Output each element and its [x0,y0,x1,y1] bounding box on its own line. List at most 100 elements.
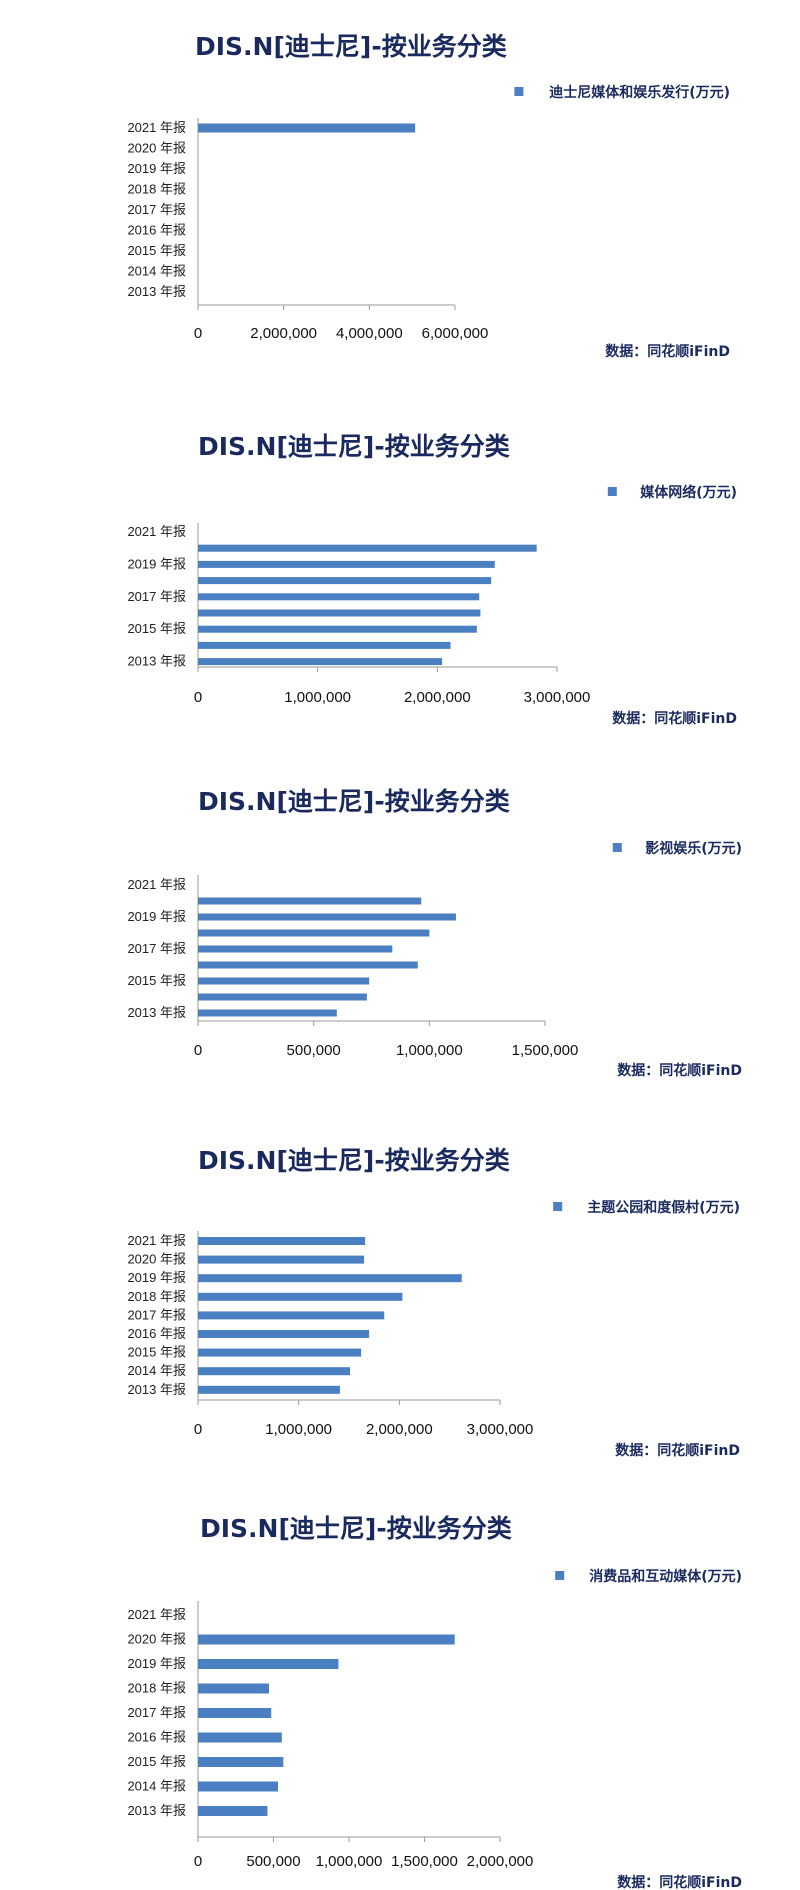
bar [198,1732,282,1743]
bar [198,1634,455,1645]
bar [198,1806,268,1816]
category-label: 2013 年报 [127,1005,186,1020]
bar [198,560,495,568]
category-label: 2016 年报 [127,1730,186,1745]
chart-panel: DIS.N[迪士尼]-按业务分类 消费品和互动媒体(万元) 0 500,000 1,00… [0,1475,800,1890]
x-tick-label: 3,000,000 [467,1421,534,1438]
bar [198,609,481,617]
chart-panel: DIS.N[迪士尼]-按业务分类主题公园和度假村(万元) 0 1,000,000 2,… [0,1115,800,1475]
chart-title: DIS.N[迪士尼]-按业务分类 [198,1146,511,1175]
x-tick-label: 1,000,000 [265,1421,332,1438]
legend-swatch [612,843,622,852]
category-label: 2017 年报 [127,1705,186,1720]
bar [198,1009,337,1017]
chart-panel: DIS.N[迪士尼]-按业务分类 影视娱乐(万元) 0 500,000 1,000,00… [0,755,800,1115]
bar [198,913,456,921]
category-label: 2015 年报 [127,621,186,636]
x-tick-label: 0 [194,689,202,706]
data-source-label: 数据：同花顺iFinD [615,1442,740,1459]
chart-title: DIS.N[迪士尼]-按业务分类 [198,432,511,461]
bar [198,1330,370,1338]
bar [198,1237,366,1245]
chart-title: DIS.N[迪士尼]-按业务分类 [198,787,511,816]
bar [198,1385,340,1394]
category-label: 2020 年报 [127,1252,186,1267]
x-tick-label: 0 [194,325,202,342]
category-label: 2014 年报 [127,1363,186,1378]
chart-title: DIS.N[迪士尼]-按业务分类 [200,1514,513,1543]
bar [198,1708,272,1718]
bar [198,658,443,666]
x-tick-label: 500,000 [246,1853,300,1870]
legend-label: 主题公园和度假村(万元) [587,1199,740,1216]
bar [198,1255,365,1264]
legend-label: 迪士尼媒体和娱乐发行(万元) [549,84,730,101]
data-source-label: 数据：同花顺iFinD [617,1062,742,1079]
x-tick-label: 3,000,000 [524,689,591,706]
category-label: 2021 年报 [127,877,186,892]
x-tick-label: 0 [194,1421,202,1438]
bar [198,641,451,649]
category-label: 2021 年报 [127,1607,186,1622]
category-label: 2015 年报 [127,243,186,258]
data-source-label: 数据：同花顺iFinD [617,1874,742,1890]
category-label: 2017 年报 [127,202,186,217]
x-tick-label: 2,000,000 [366,1421,433,1438]
legend-swatch [607,487,617,496]
category-label: 2015 年报 [127,1345,186,1360]
category-label: 2019 年报 [127,556,186,571]
bar [198,929,430,937]
chart-panel: DIS.N[迪士尼]-按业务分类迪士尼媒体和娱乐发行(万元) 0 2,000,000… [0,0,800,370]
x-tick-label: 0 [194,1853,202,1870]
category-label: 2016 年报 [127,1326,186,1341]
category-label: 2013 年报 [127,1803,186,1818]
category-label: 2015 年报 [127,973,186,988]
data-source-label: 数据：同花顺iFinD [605,343,730,360]
category-label: 2021 年报 [127,1233,186,1248]
bar [198,1781,279,1792]
legend-label: 媒体网络(万元) [639,484,737,501]
bar [198,1683,269,1694]
category-label: 2013 年报 [127,654,186,669]
legend-swatch [514,87,524,96]
category-label: 2018 年报 [127,182,186,197]
bar [198,1311,385,1320]
bar [198,544,537,552]
category-label: 2020 年报 [127,1632,186,1647]
x-tick-label: 2,000,000 [250,325,317,342]
x-tick-label: 1,000,000 [316,1853,383,1870]
bar [198,1367,351,1376]
bar [198,625,477,633]
legend-label: 影视娱乐(万元) [645,840,742,857]
category-label: 2021 年报 [127,524,186,539]
legend-swatch [553,1202,563,1211]
category-label: 2019 年报 [127,909,186,924]
x-tick-label: 1,000,000 [284,689,351,706]
chart-panel: DIS.N[迪士尼]-按业务分类媒体网络(万元) 0 1,000,000 2,000,… [0,395,800,755]
category-label: 2019 年报 [127,1656,186,1671]
x-tick-label: 1,000,000 [396,1042,463,1059]
x-tick-label: 1,500,000 [391,1853,458,1870]
bar [198,1292,403,1301]
bar [198,945,393,953]
category-label: 2016 年报 [127,223,186,238]
category-label: 2019 年报 [127,161,186,176]
category-label: 2018 年报 [127,1289,186,1304]
bar [198,1659,339,1669]
category-label: 2013 年报 [127,284,186,299]
chart-title: DIS.N[迪士尼]-按业务分类 [195,32,508,61]
x-tick-label: 4,000,000 [336,325,403,342]
bar [198,577,492,585]
x-tick-label: 6,000,000 [422,325,489,342]
bar [198,961,418,969]
x-tick-label: 2,000,000 [404,689,471,706]
category-label: 2021 年报 [127,120,186,135]
bar [198,123,416,133]
category-label: 2017 年报 [127,941,186,956]
x-tick-label: 1,500,000 [512,1042,579,1059]
category-label: 2020 年报 [127,141,186,156]
